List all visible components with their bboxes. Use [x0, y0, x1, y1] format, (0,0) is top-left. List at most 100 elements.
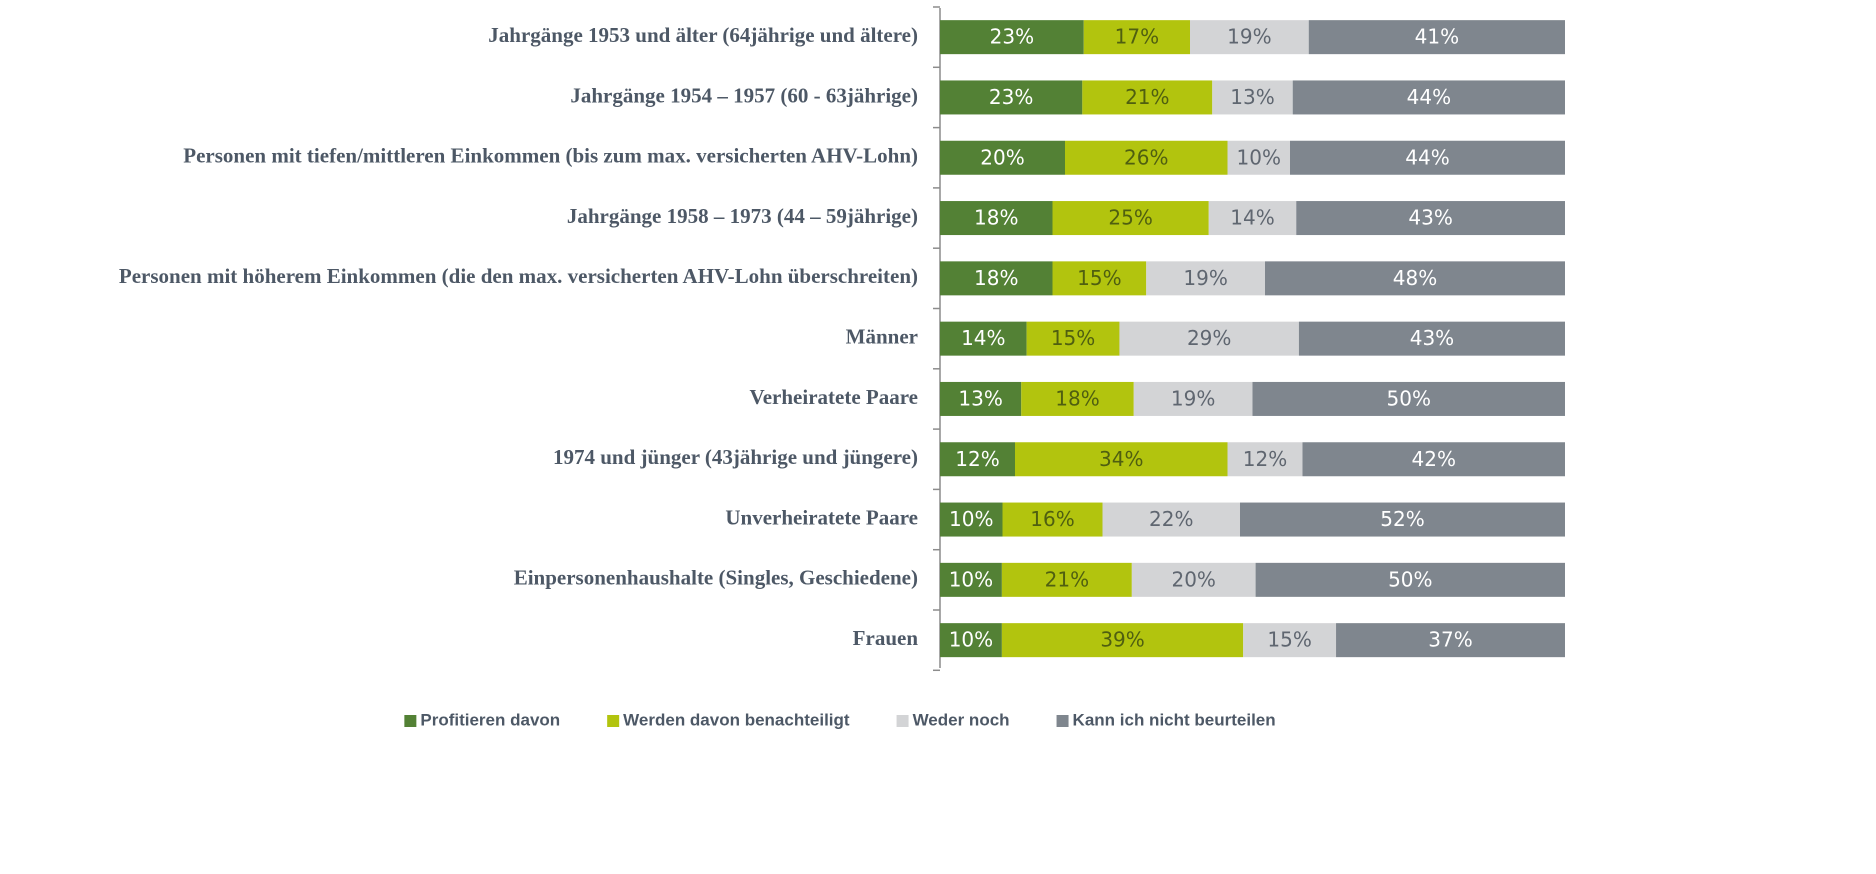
- data-label: 43%: [1408, 206, 1452, 230]
- bar-segment: [1001, 562, 1132, 597]
- legend-swatch: [896, 715, 909, 727]
- bar-segment: [1190, 20, 1309, 55]
- data-label: 17%: [1115, 25, 1159, 49]
- bar-segment: [1336, 623, 1565, 658]
- bar-segment: [1082, 80, 1213, 115]
- category-label: Frauen: [853, 626, 919, 650]
- category-label: Unverheiratete Paare: [725, 505, 918, 529]
- data-label: 20%: [1171, 567, 1215, 591]
- data-label: 15%: [1267, 628, 1311, 652]
- bar-segment: [940, 140, 1065, 175]
- data-label: 14%: [961, 326, 1005, 350]
- data-label: 23%: [990, 25, 1034, 49]
- category-label: Jahrgänge 1953 und älter (64jährige und …: [488, 23, 918, 47]
- data-label: 50%: [1388, 567, 1432, 591]
- data-label: 10%: [949, 507, 993, 531]
- data-label: 21%: [1045, 567, 1089, 591]
- bar-segment: [1065, 140, 1228, 175]
- legend-label: Profitieren davon: [420, 710, 560, 729]
- category-label: Personen mit tiefen/mittleren Einkommen …: [183, 144, 918, 168]
- bar-segment: [1292, 80, 1565, 115]
- bar-segment: [940, 321, 1027, 356]
- legend-label: Weder noch: [913, 710, 1010, 729]
- data-label: 18%: [974, 206, 1018, 230]
- category-label: Einpersonenhaushalte (Singles, Geschiede…: [514, 566, 918, 590]
- bar-segment: [1308, 20, 1565, 55]
- bar-segment: [940, 20, 1084, 55]
- data-label: 14%: [1230, 206, 1274, 230]
- data-label: 44%: [1407, 85, 1451, 109]
- bar-segment: [1002, 502, 1103, 537]
- data-label: 15%: [1077, 266, 1121, 290]
- data-label: 26%: [1124, 145, 1168, 169]
- bar-segment: [1243, 623, 1337, 658]
- bar-segment: [1102, 502, 1240, 537]
- legend-label: Werden davon benachteiligt: [623, 710, 850, 729]
- bar-segment: [940, 261, 1053, 296]
- bar-segment: [940, 80, 1083, 115]
- bar-segment: [940, 562, 1002, 597]
- bar-segment: [1290, 140, 1565, 175]
- bar-segment: [940, 623, 1002, 658]
- bar-segment: [1026, 321, 1120, 356]
- legend-swatch: [607, 715, 620, 727]
- bar-segment: [1296, 201, 1565, 236]
- bar-segment: [940, 502, 1003, 537]
- data-label: 19%: [1227, 25, 1271, 49]
- data-label: 20%: [980, 145, 1024, 169]
- data-label: 18%: [1055, 386, 1099, 410]
- bar-segment: [1052, 201, 1209, 236]
- data-label: 18%: [974, 266, 1018, 290]
- bar-segment: [940, 201, 1053, 236]
- bar-segment: [1133, 381, 1253, 416]
- data-label: 21%: [1125, 85, 1169, 109]
- category-label: Männer: [846, 324, 918, 348]
- data-label: 44%: [1405, 145, 1449, 169]
- data-label: 50%: [1387, 386, 1431, 410]
- data-label: 19%: [1171, 386, 1215, 410]
- bar-segment: [940, 381, 1022, 416]
- data-label: 41%: [1415, 25, 1459, 49]
- category-label: Verheiratete Paare: [749, 385, 918, 409]
- legend-swatch: [404, 715, 417, 727]
- data-label: 34%: [1099, 447, 1143, 471]
- data-label: 12%: [1243, 447, 1287, 471]
- data-label: 48%: [1393, 266, 1437, 290]
- bar-segment: [1146, 261, 1265, 296]
- bar-segment: [1208, 201, 1297, 236]
- bar-segment: [1021, 381, 1134, 416]
- bar-segment: [1001, 623, 1244, 658]
- bar-segment: [1227, 140, 1290, 175]
- data-label: 37%: [1428, 628, 1472, 652]
- data-label: 52%: [1380, 507, 1424, 531]
- category-label: Jahrgänge 1958 – 1973 (44 – 59jährige): [567, 204, 918, 228]
- bar-segment: [1119, 321, 1299, 356]
- bar-segment: [1083, 20, 1190, 55]
- bar-segment: [1015, 442, 1228, 477]
- bar-segment: [1212, 80, 1293, 115]
- bar-segment: [1227, 442, 1303, 477]
- bar-segment: [1255, 562, 1565, 597]
- data-label: 13%: [958, 386, 1002, 410]
- data-label: 22%: [1149, 507, 1193, 531]
- data-label: 29%: [1187, 326, 1231, 350]
- category-label: Jahrgänge 1954 – 1957 (60 - 63jährige): [570, 83, 918, 107]
- data-label: 10%: [949, 628, 993, 652]
- legend-label: Kann ich nicht beurteilen: [1073, 710, 1276, 729]
- legend-swatch: [1056, 715, 1069, 727]
- bar-segment: [1265, 261, 1565, 296]
- data-label: 12%: [955, 447, 999, 471]
- data-label: 43%: [1410, 326, 1454, 350]
- data-label: 16%: [1030, 507, 1074, 531]
- bar-segment: [1302, 442, 1565, 477]
- data-label: 10%: [949, 567, 993, 591]
- category-label: Personen mit höherem Einkommen (die den …: [119, 264, 918, 288]
- bar-segment: [1131, 562, 1256, 597]
- data-label: 39%: [1100, 628, 1144, 652]
- data-label: 13%: [1230, 85, 1274, 109]
- bar-segment: [1052, 261, 1147, 296]
- data-label: 19%: [1183, 266, 1227, 290]
- bar-segment: [1298, 321, 1565, 356]
- category-label: 1974 und jünger (43jährige und jüngere): [553, 445, 918, 469]
